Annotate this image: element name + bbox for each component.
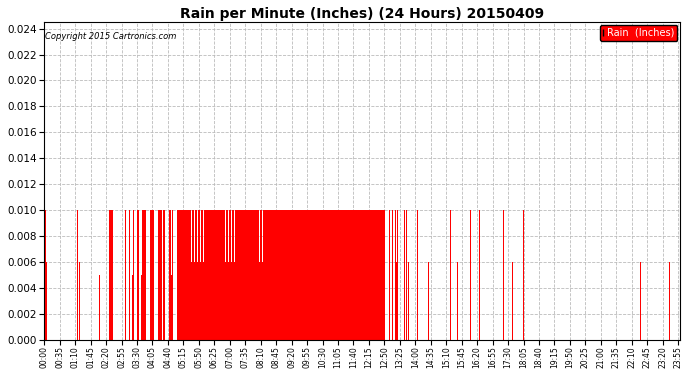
Title: Rain per Minute (Inches) (24 Hours) 20150409: Rain per Minute (Inches) (24 Hours) 2015… (180, 7, 544, 21)
Text: Copyright 2015 Cartronics.com: Copyright 2015 Cartronics.com (45, 32, 176, 40)
Legend: Rain  (Inches): Rain (Inches) (600, 25, 678, 41)
